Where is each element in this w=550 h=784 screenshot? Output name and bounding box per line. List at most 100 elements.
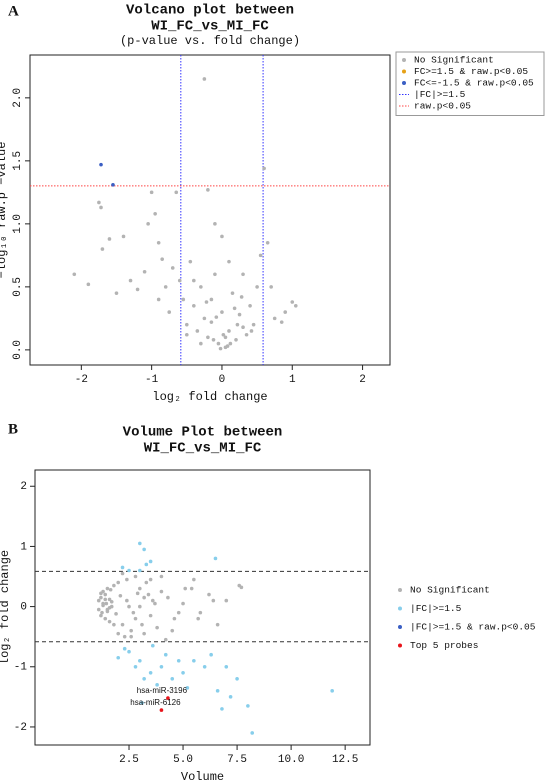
point <box>215 622 220 627</box>
point <box>159 589 164 594</box>
legend-label: |FC|>=1.5 & raw.p<0.05 <box>410 622 536 633</box>
point <box>122 646 127 651</box>
point <box>202 664 207 669</box>
point <box>209 652 213 657</box>
point <box>155 625 159 630</box>
point <box>133 664 138 669</box>
point <box>99 162 103 167</box>
point <box>224 664 229 669</box>
legend-marker <box>398 606 402 611</box>
point <box>293 303 298 308</box>
point <box>249 329 254 333</box>
point <box>96 607 101 612</box>
point <box>96 598 101 603</box>
y-axis-label: −log₁₀ raw.p −value <box>0 142 9 279</box>
legend-marker <box>398 643 402 648</box>
chart-title: Volcano plot between <box>126 3 294 19</box>
panel-label: A <box>8 3 19 19</box>
point <box>144 562 149 567</box>
chart: A Volcano plot betweenWI_FC_vs_MI_FC(p-va… <box>0 3 545 404</box>
point <box>235 677 239 681</box>
point <box>227 329 231 333</box>
x-tick-label: 2.5 <box>119 754 139 766</box>
point <box>234 337 238 342</box>
point <box>232 306 237 311</box>
point <box>227 259 231 264</box>
legend-box <box>395 51 545 116</box>
point <box>246 704 250 708</box>
legend-label: FC>=1.5 & raw.p<0.05 <box>414 66 528 77</box>
point <box>244 332 249 337</box>
point <box>148 613 153 618</box>
point <box>101 603 105 608</box>
point <box>155 683 159 687</box>
point <box>166 595 170 600</box>
point <box>181 297 186 302</box>
y-tick-label: 0.0 <box>12 340 24 360</box>
point <box>159 708 164 712</box>
point <box>99 205 103 210</box>
point <box>118 593 123 598</box>
point <box>142 269 147 274</box>
point <box>184 322 189 327</box>
point <box>99 613 103 618</box>
point <box>199 341 203 346</box>
point <box>142 595 146 600</box>
point <box>204 300 209 304</box>
point <box>181 601 185 606</box>
legend-marker <box>402 69 406 74</box>
point <box>228 695 233 699</box>
point <box>258 253 263 258</box>
point <box>150 598 155 603</box>
point <box>72 272 77 277</box>
point <box>135 591 140 596</box>
point <box>127 604 131 609</box>
y-tick-label: 1.0 <box>12 214 24 234</box>
point <box>100 610 104 615</box>
point <box>116 580 121 585</box>
point <box>230 291 235 295</box>
point <box>220 707 224 711</box>
point <box>185 686 190 690</box>
y-tick-label: -1 <box>14 662 28 674</box>
point <box>251 322 256 327</box>
x-tick-label: 12.5 <box>332 754 358 766</box>
point <box>148 670 153 675</box>
point <box>140 701 144 705</box>
point <box>111 182 115 187</box>
point <box>138 568 142 573</box>
point <box>133 574 138 579</box>
point <box>148 559 153 564</box>
y-tick-label: 2.0 <box>12 88 24 108</box>
point <box>183 586 188 591</box>
point <box>156 240 161 245</box>
point <box>107 597 112 602</box>
point <box>99 595 103 600</box>
point <box>125 598 129 603</box>
point <box>114 612 118 616</box>
point <box>290 300 295 304</box>
point <box>248 303 252 308</box>
point <box>153 211 157 216</box>
point <box>174 190 179 195</box>
point <box>170 266 175 270</box>
point <box>213 222 217 226</box>
point <box>166 696 170 700</box>
x-axis-label: Volume <box>181 770 224 784</box>
point <box>255 285 259 289</box>
point <box>209 320 214 324</box>
x-tick-label: 1 <box>289 374 296 386</box>
point <box>128 278 133 283</box>
point <box>120 622 125 627</box>
point <box>225 344 230 348</box>
x-tick-label: -2 <box>75 374 88 386</box>
point <box>131 610 136 615</box>
point <box>199 285 203 289</box>
point <box>228 341 233 346</box>
point <box>112 583 116 588</box>
point <box>213 272 217 277</box>
point <box>330 689 334 693</box>
point <box>211 598 216 603</box>
point <box>188 259 193 264</box>
x-tick-label: 7.5 <box>227 754 247 766</box>
